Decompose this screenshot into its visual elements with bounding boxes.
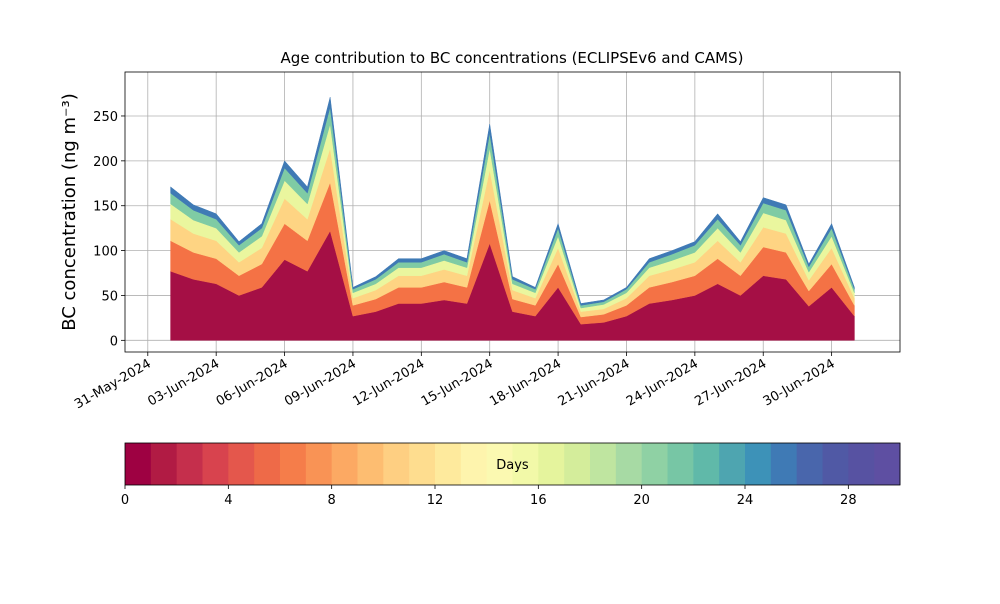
colorbar-cell [280,443,307,485]
colorbar-tick-label: 20 [633,493,650,508]
colorbar-cell [125,443,152,485]
x-tick-label: 18-Jun-2024 [487,356,564,409]
colorbar-tick-label: 12 [427,493,444,508]
colorbar-cell [590,443,617,485]
colorbar-frame [124,442,901,486]
x-tick-label: 31-May-2024 [72,356,154,412]
x-tick-label: 06-Jun-2024 [214,356,291,409]
colorbar-cell [770,443,798,485]
colorbar-cell [512,443,539,485]
colorbar-label: Days [496,458,529,473]
colorbar-cell [150,443,178,485]
y-tick-label: 0 [110,334,118,349]
colorbar-cell [822,443,849,485]
colorbar-tick-label: 16 [530,493,547,508]
colorbar-cell [486,443,513,485]
colorbar-cell [848,443,875,485]
colorbar-cell [641,443,668,485]
colorbar-tick-label: 4 [224,493,232,508]
colorbar-cell [538,443,565,485]
y-tick-label: 150 [93,200,118,215]
colorbar-tick-label: 24 [737,493,754,508]
y-tick-label: 100 [93,245,118,260]
x-tick-label: 30-Jun-2024 [761,356,838,409]
x-tick-label: 24-Jun-2024 [624,356,701,409]
colorbar-cell [357,443,384,485]
x-tick-label: 21-Jun-2024 [556,356,633,409]
colorbar-cell [719,443,746,485]
x-tick-label: 12-Jun-2024 [351,356,428,409]
colorbar-cell [331,443,358,485]
colorbar-cell [435,443,462,485]
colorbar-cell [796,443,823,485]
colorbar-cell [460,443,488,485]
colorbar-cell [202,443,229,485]
y-tick-label: 200 [93,155,118,170]
x-tick-label: 03-Jun-2024 [145,356,222,409]
y-tick-label: 250 [93,110,118,125]
colorbar-cell [564,443,591,485]
colorbar-cell [254,443,281,485]
colorbar-cell [745,443,772,485]
colorbar-tick-label: 0 [121,493,129,508]
plot-frame [124,71,901,353]
colorbar-cell [615,443,643,485]
colorbar-cell [693,443,720,485]
colorbar-cell [228,443,255,485]
colorbar-cell [305,443,333,485]
colorbar-cell [409,443,436,485]
colorbar-cell [874,443,901,485]
colorbar-cell [383,443,410,485]
chart-title: Age contribution to BC concentrations (E… [281,49,744,67]
y-axis-label: BC concentration (ng m⁻³) [59,93,80,331]
colorbar-tick-label: 28 [840,493,857,508]
area-layer [170,97,855,306]
colorbar-cell [176,443,203,485]
x-tick-label: 15-Jun-2024 [419,356,496,409]
colorbar-cell [667,443,694,485]
x-tick-label: 09-Jun-2024 [282,356,359,409]
colorbar-tick-label: 8 [328,493,336,508]
y-tick-label: 50 [101,289,118,304]
x-tick-label: 27-Jun-2024 [692,356,769,409]
